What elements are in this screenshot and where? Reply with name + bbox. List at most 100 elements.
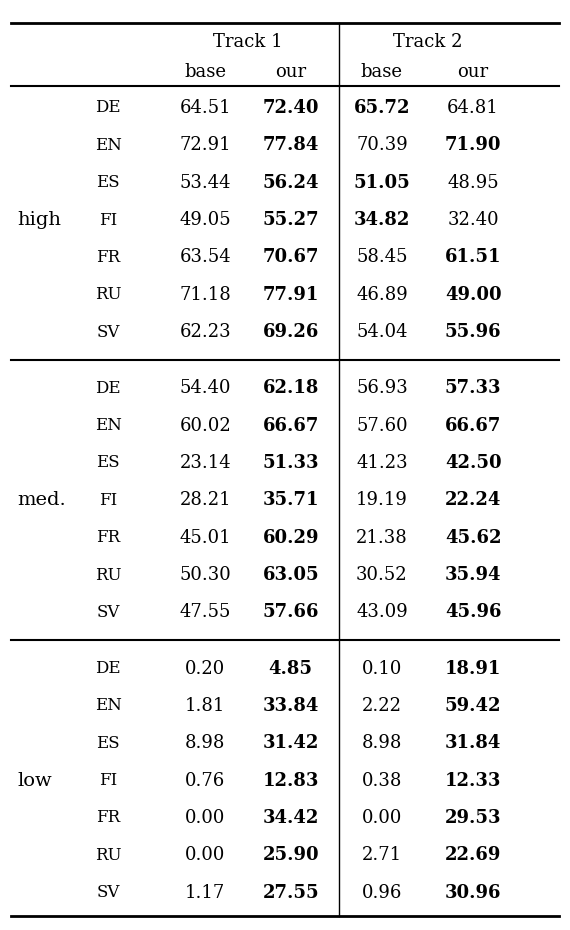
Text: 2.22: 2.22 bbox=[362, 697, 402, 715]
Text: 12.83: 12.83 bbox=[263, 772, 319, 790]
Text: FR: FR bbox=[96, 809, 120, 827]
Text: 22.24: 22.24 bbox=[445, 491, 501, 510]
Text: 4.85: 4.85 bbox=[268, 659, 313, 677]
Text: high: high bbox=[17, 211, 61, 229]
Text: 54.04: 54.04 bbox=[356, 324, 408, 341]
Text: 62.23: 62.23 bbox=[180, 324, 231, 341]
Text: SV: SV bbox=[96, 324, 120, 340]
Text: 58.45: 58.45 bbox=[356, 248, 408, 266]
Text: 45.96: 45.96 bbox=[445, 604, 502, 621]
Text: 56.24: 56.24 bbox=[262, 174, 319, 192]
Text: 42.50: 42.50 bbox=[445, 454, 502, 472]
Text: EN: EN bbox=[95, 137, 122, 153]
Text: SV: SV bbox=[96, 884, 120, 901]
Text: ES: ES bbox=[96, 174, 120, 192]
Text: DE: DE bbox=[96, 100, 121, 116]
Text: 71.18: 71.18 bbox=[180, 286, 231, 304]
Text: Track 2: Track 2 bbox=[393, 33, 462, 51]
Text: 0.38: 0.38 bbox=[362, 772, 402, 790]
Text: 31.84: 31.84 bbox=[445, 735, 501, 752]
Text: 70.39: 70.39 bbox=[356, 137, 408, 154]
Text: 33.84: 33.84 bbox=[263, 697, 319, 715]
Text: 35.94: 35.94 bbox=[445, 566, 502, 584]
Text: 72.91: 72.91 bbox=[180, 137, 231, 154]
Text: 22.69: 22.69 bbox=[445, 846, 501, 864]
Text: 0.20: 0.20 bbox=[185, 659, 225, 677]
Text: 66.67: 66.67 bbox=[263, 417, 319, 434]
Text: 0.10: 0.10 bbox=[362, 659, 402, 677]
Text: FI: FI bbox=[99, 772, 117, 790]
Text: 0.00: 0.00 bbox=[185, 846, 225, 864]
Text: 49.00: 49.00 bbox=[445, 286, 502, 304]
Text: 34.82: 34.82 bbox=[354, 211, 410, 229]
Text: 77.91: 77.91 bbox=[263, 286, 319, 304]
Text: 30.96: 30.96 bbox=[445, 884, 502, 902]
Text: 66.67: 66.67 bbox=[445, 417, 501, 434]
Text: RU: RU bbox=[95, 566, 121, 584]
Text: FI: FI bbox=[99, 492, 117, 509]
Text: 63.54: 63.54 bbox=[180, 248, 231, 266]
Text: 48.95: 48.95 bbox=[447, 174, 499, 192]
Text: FR: FR bbox=[96, 529, 120, 546]
Text: 57.33: 57.33 bbox=[445, 379, 502, 397]
Text: 35.71: 35.71 bbox=[262, 491, 319, 510]
Text: 65.72: 65.72 bbox=[353, 99, 410, 117]
Text: 23.14: 23.14 bbox=[180, 454, 231, 472]
Text: RU: RU bbox=[95, 286, 121, 303]
Text: 46.89: 46.89 bbox=[356, 286, 408, 304]
Text: 70.67: 70.67 bbox=[262, 248, 319, 266]
Text: DE: DE bbox=[96, 379, 121, 397]
Text: base: base bbox=[361, 62, 403, 81]
Text: 64.51: 64.51 bbox=[180, 99, 231, 117]
Text: 49.05: 49.05 bbox=[180, 211, 231, 229]
Text: 72.40: 72.40 bbox=[262, 99, 319, 117]
Text: 29.53: 29.53 bbox=[445, 809, 502, 827]
Text: our: our bbox=[275, 62, 306, 81]
Text: 2.71: 2.71 bbox=[362, 846, 402, 864]
Text: SV: SV bbox=[96, 604, 120, 621]
Text: 1.17: 1.17 bbox=[185, 884, 225, 902]
Text: 0.00: 0.00 bbox=[362, 809, 402, 827]
Text: 69.26: 69.26 bbox=[263, 324, 319, 341]
Text: 31.42: 31.42 bbox=[263, 735, 319, 752]
Text: 57.60: 57.60 bbox=[356, 417, 408, 434]
Text: 41.23: 41.23 bbox=[356, 454, 408, 472]
Text: 61.51: 61.51 bbox=[445, 248, 502, 266]
Text: 19.19: 19.19 bbox=[356, 491, 408, 510]
Text: 50.30: 50.30 bbox=[180, 566, 231, 584]
Text: 0.00: 0.00 bbox=[185, 809, 225, 827]
Text: 8.98: 8.98 bbox=[185, 735, 225, 752]
Text: 27.55: 27.55 bbox=[262, 884, 319, 902]
Text: 18.91: 18.91 bbox=[445, 659, 501, 677]
Text: 51.33: 51.33 bbox=[262, 454, 319, 472]
Text: 56.93: 56.93 bbox=[356, 379, 408, 397]
Text: 34.42: 34.42 bbox=[263, 809, 319, 827]
Text: 21.38: 21.38 bbox=[356, 529, 408, 547]
Text: our: our bbox=[458, 62, 488, 81]
Text: 77.84: 77.84 bbox=[263, 137, 319, 154]
Text: 32.40: 32.40 bbox=[447, 211, 499, 229]
Text: 60.29: 60.29 bbox=[262, 529, 319, 547]
Text: base: base bbox=[184, 62, 226, 81]
Text: FI: FI bbox=[99, 211, 117, 229]
Text: ES: ES bbox=[96, 735, 120, 751]
Text: 12.33: 12.33 bbox=[445, 772, 501, 790]
Text: 45.01: 45.01 bbox=[180, 529, 231, 547]
Text: EN: EN bbox=[95, 417, 122, 434]
Text: 55.27: 55.27 bbox=[262, 211, 319, 229]
Text: low: low bbox=[17, 772, 52, 790]
Text: 55.96: 55.96 bbox=[445, 324, 502, 341]
Text: 30.52: 30.52 bbox=[356, 566, 408, 584]
Text: RU: RU bbox=[95, 847, 121, 864]
Text: FR: FR bbox=[96, 249, 120, 266]
Text: 45.62: 45.62 bbox=[445, 529, 502, 547]
Text: 64.81: 64.81 bbox=[447, 99, 499, 117]
Text: Track 1: Track 1 bbox=[213, 33, 283, 51]
Text: 57.66: 57.66 bbox=[262, 604, 319, 621]
Text: ES: ES bbox=[96, 455, 120, 472]
Text: 63.05: 63.05 bbox=[262, 566, 319, 584]
Text: 62.18: 62.18 bbox=[263, 379, 319, 397]
Text: EN: EN bbox=[95, 698, 122, 714]
Text: 43.09: 43.09 bbox=[356, 604, 408, 621]
Text: 25.90: 25.90 bbox=[262, 846, 319, 864]
